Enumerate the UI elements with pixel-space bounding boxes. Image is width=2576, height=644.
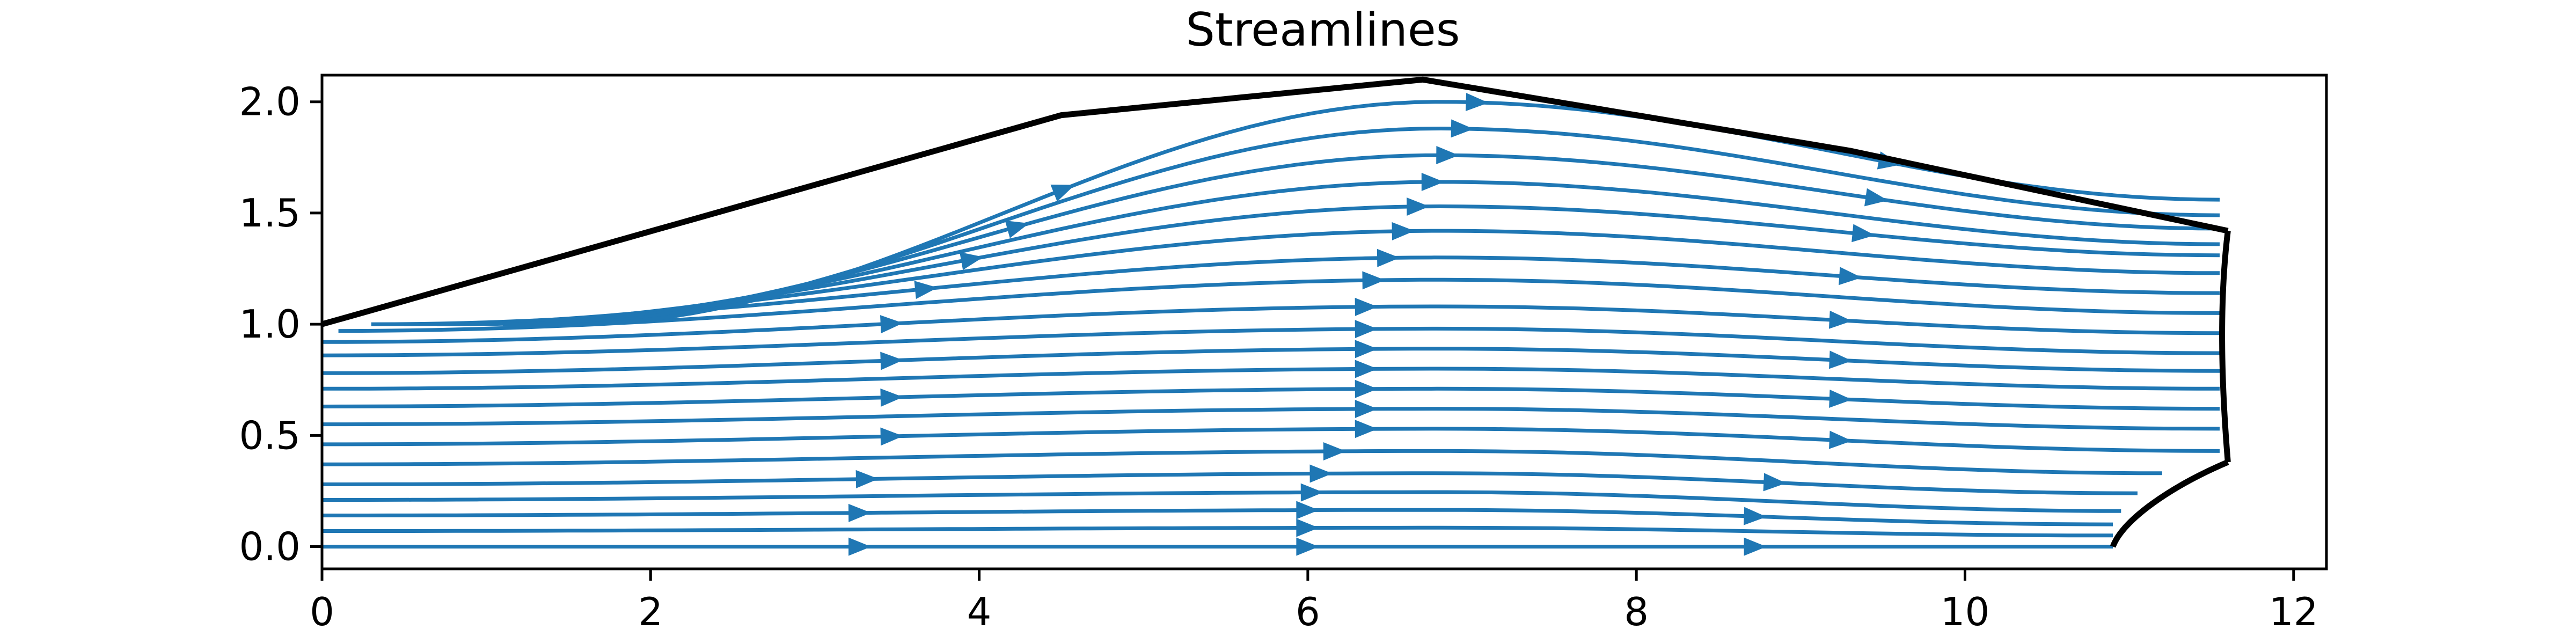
streamline-arrow	[1744, 537, 1767, 556]
plot-frame	[320, 74, 2328, 570]
streamline-arrow	[1828, 310, 1852, 329]
streamline-arrow	[855, 470, 879, 488]
streamline-arrow	[1296, 501, 1319, 519]
y-tick-label: 1.5	[239, 191, 301, 236]
streamline-arrow	[1377, 248, 1400, 267]
streamline-arrow	[848, 503, 872, 522]
streamline	[322, 347, 2220, 375]
streamline-arrow	[880, 388, 903, 407]
streamline	[322, 490, 2121, 513]
x-tick-label: 0	[310, 589, 334, 634]
y-axis: 0.0 0.5 1.0 1.5 2.0	[239, 79, 322, 569]
streamline	[322, 367, 2220, 391]
streamline	[322, 386, 2220, 411]
streamline	[338, 277, 2220, 333]
streamline-arrow	[1436, 146, 1459, 165]
streamline-arrow	[1829, 390, 1852, 408]
streamline-arrow	[1296, 518, 1319, 537]
streamline-arrow	[1392, 222, 1415, 240]
x-tick-label: 2	[638, 589, 663, 634]
streamline-arrow	[1050, 184, 1075, 202]
streamline-arrow	[1851, 224, 1875, 243]
streamline-arrow	[1362, 271, 1385, 290]
streamline-arrow	[960, 252, 984, 270]
y-tick-label: 0.5	[239, 413, 301, 458]
x-tick-label: 8	[1624, 589, 1649, 634]
streamline-arrow	[880, 352, 903, 370]
outlet-boundary	[2219, 230, 2231, 463]
streamline-arrow	[1465, 93, 1489, 112]
y-tick-label: 2.0	[239, 79, 301, 125]
x-tick-label: 10	[1941, 589, 1990, 634]
streamline-arrow	[1744, 507, 1767, 525]
streamline	[322, 471, 2138, 495]
boundary-group	[321, 76, 2231, 548]
streamline-arrow	[1864, 188, 1888, 207]
streamline	[322, 407, 2220, 431]
obstacle-boundary	[2110, 459, 2229, 548]
streamline-arrow	[880, 427, 903, 446]
streamline-arrow	[1829, 350, 1852, 369]
chart-title: Streamlines	[1185, 3, 1460, 57]
streamline-arrow	[1309, 464, 1333, 483]
streamline-arrow	[880, 315, 903, 334]
y-tick-label: 0.0	[239, 524, 301, 569]
streamline-arrow	[1355, 420, 1378, 438]
streamline	[322, 508, 2113, 526]
streamline	[322, 427, 2220, 453]
streamline-arrow	[1355, 320, 1378, 339]
streamline-arrow	[1323, 442, 1346, 461]
streamline-arrow	[1839, 267, 1862, 286]
streamline	[322, 525, 2113, 538]
arrow-group	[848, 93, 1901, 556]
y-tick-label: 1.0	[239, 302, 301, 347]
x-tick-label: 4	[967, 589, 992, 634]
streamline-arrow	[1355, 340, 1378, 358]
streamline-arrow	[848, 537, 872, 556]
streamline-arrow	[1451, 119, 1474, 138]
streamline-arrow	[1355, 297, 1378, 316]
streamline	[322, 449, 2162, 475]
streamline-arrow	[1829, 430, 1852, 449]
streamline-arrow	[1300, 483, 1323, 502]
streamline-arrow	[1296, 537, 1319, 556]
streamline	[322, 326, 2220, 357]
streamline-group	[322, 100, 2220, 549]
x-tick-label: 6	[1296, 589, 1320, 634]
streamline-arrow	[1421, 173, 1444, 192]
x-axis: 0 2 4 6 8 10 12	[310, 569, 2318, 634]
streamline	[322, 304, 2220, 344]
streamline-arrow	[1005, 221, 1029, 238]
streamline-arrow	[914, 281, 938, 299]
upper-wall	[321, 76, 2229, 327]
streamline-arrow	[1355, 379, 1378, 398]
streamline-arrow	[1407, 197, 1430, 216]
streamline-arrow	[1355, 360, 1378, 378]
streamline-arrow	[1355, 399, 1378, 418]
streamline-arrow	[1763, 473, 1787, 492]
x-tick-label: 12	[2269, 589, 2318, 634]
